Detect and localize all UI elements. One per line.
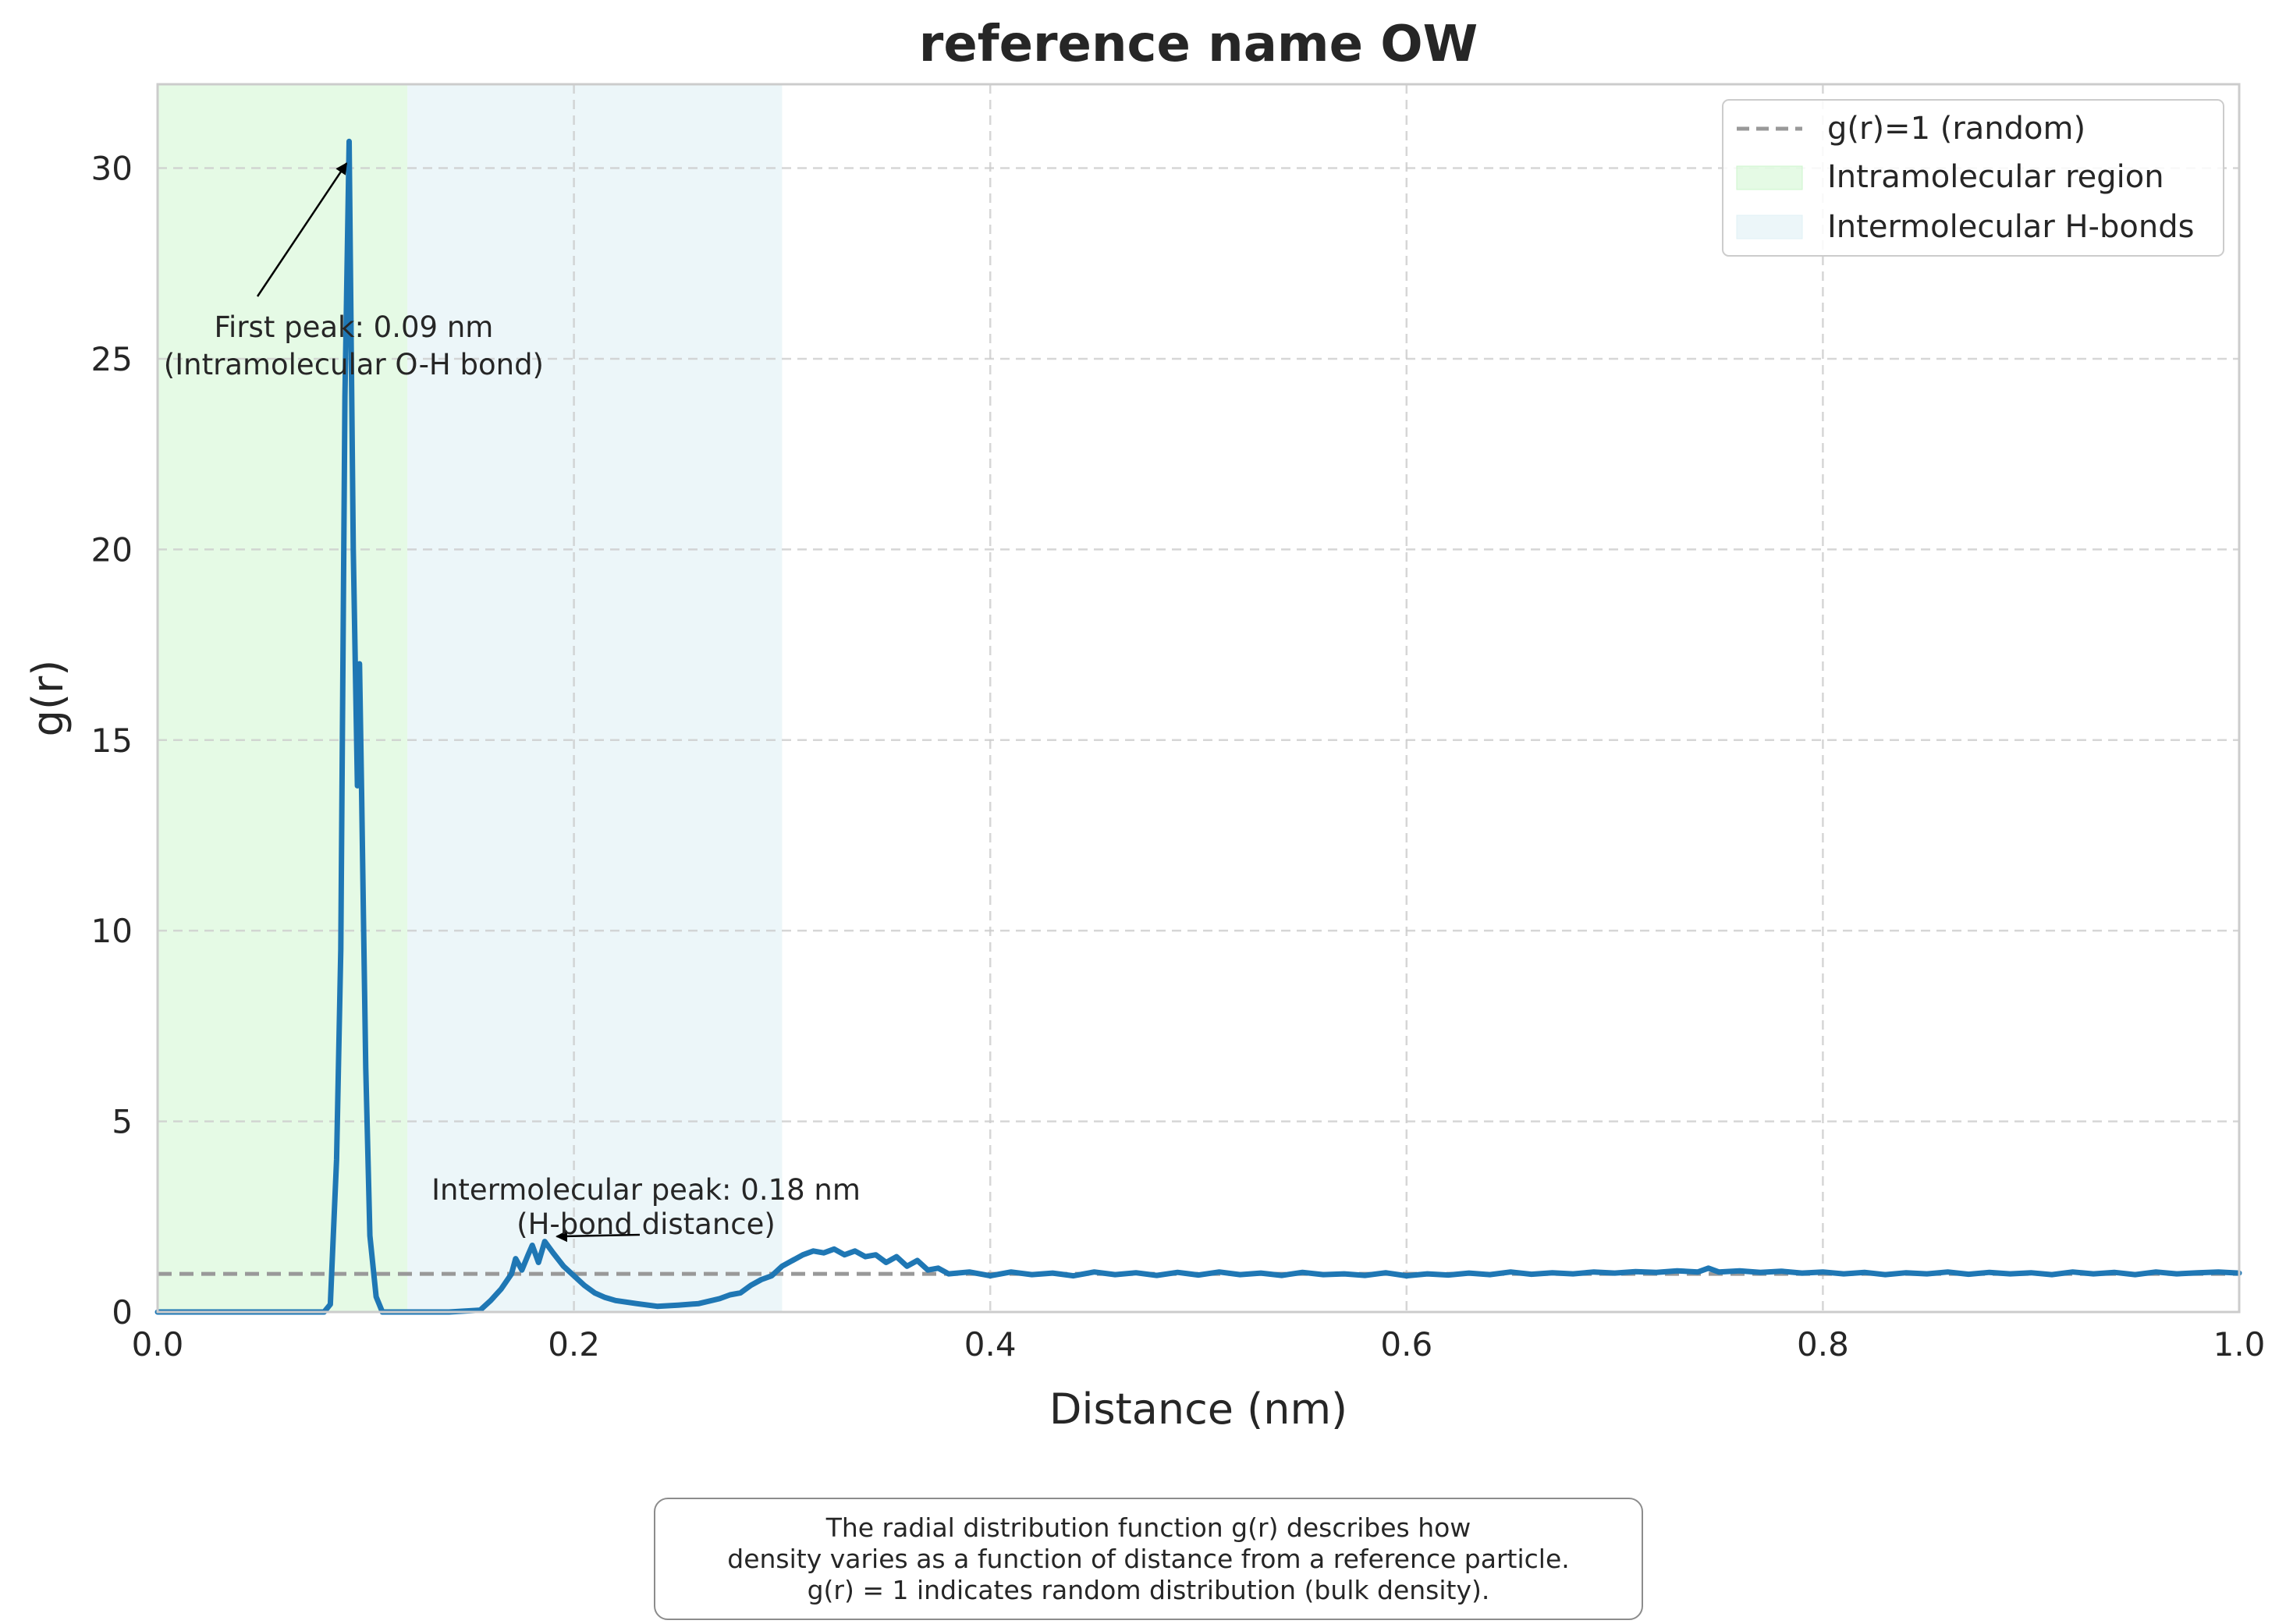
annotations: First peak: 0.09 nm (Intramolecular O-H b… [164,162,861,1243]
y-tick-label: 30 [91,150,133,188]
y-tick-label: 10 [91,912,133,950]
shaded-region-1 [407,84,783,1312]
y-tick-label: 25 [91,340,133,378]
legend-label-intramolecular: Intramolecular region [1827,159,2164,195]
annotation-text-intermolecular-peak: Intermolecular peak: 0.18 nm [431,1173,861,1207]
y-tick-label: 5 [112,1103,133,1141]
caption-line-3: g(r) = 1 indicates random distribution (… [807,1574,1490,1605]
caption-box: The radial distribution function g(r) de… [654,1498,1643,1620]
annotation-arrow-intermolecular-peak [556,1230,641,1243]
x-tick-label: 1.0 [2213,1325,2266,1363]
x-tick-label: 0.2 [548,1325,600,1363]
tick-labels: 0.0 0.2 0.4 0.6 0.8 1.0 0 5 10 15 20 25 30 [91,150,2266,1363]
legend-marker-intermolecular [1736,215,1803,239]
x-tick-label: 0.6 [1380,1325,1432,1363]
annotation-arrow-first-peak [256,162,348,297]
annotation-text-first-peak: First peak: 0.09 nm [214,310,493,344]
y-axis-label: g(r) [23,660,73,737]
chart-title: reference name OW [919,16,1478,73]
legend-frame [1722,99,2224,257]
x-axis-label: Distance (nm) [1049,1385,1347,1434]
annotation-text-first-peak: (Intramolecular O-H bond) [164,348,544,381]
y-tick-label: 15 [91,722,133,760]
series-line-0 [154,138,2242,1315]
y-tick-label: 0 [112,1293,133,1331]
shaded-regions [158,84,783,1312]
caption-line-1: The radial distribution function g(r) de… [825,1512,1471,1543]
legend-label-reference-line: g(r)=1 (random) [1827,111,2085,147]
caption-line-2: density varies as a function of distance… [727,1543,1570,1574]
plot-frame [156,83,2241,1314]
x-tick-label: 0.0 [132,1325,184,1363]
y-tick-label: 20 [91,530,133,569]
annotation-text-intermolecular-peak: (H-bond distance) [516,1207,776,1241]
series-lines [154,138,2242,1315]
legend-marker-intramolecular [1736,165,1803,190]
x-tick-label: 0.4 [964,1325,1017,1363]
legend: g(r)=1 (random) Intramolecular region In… [1722,99,2224,257]
x-tick-label: 0.8 [1797,1325,1849,1363]
legend-label-intermolecular: Intermolecular H-bonds [1827,209,2194,245]
